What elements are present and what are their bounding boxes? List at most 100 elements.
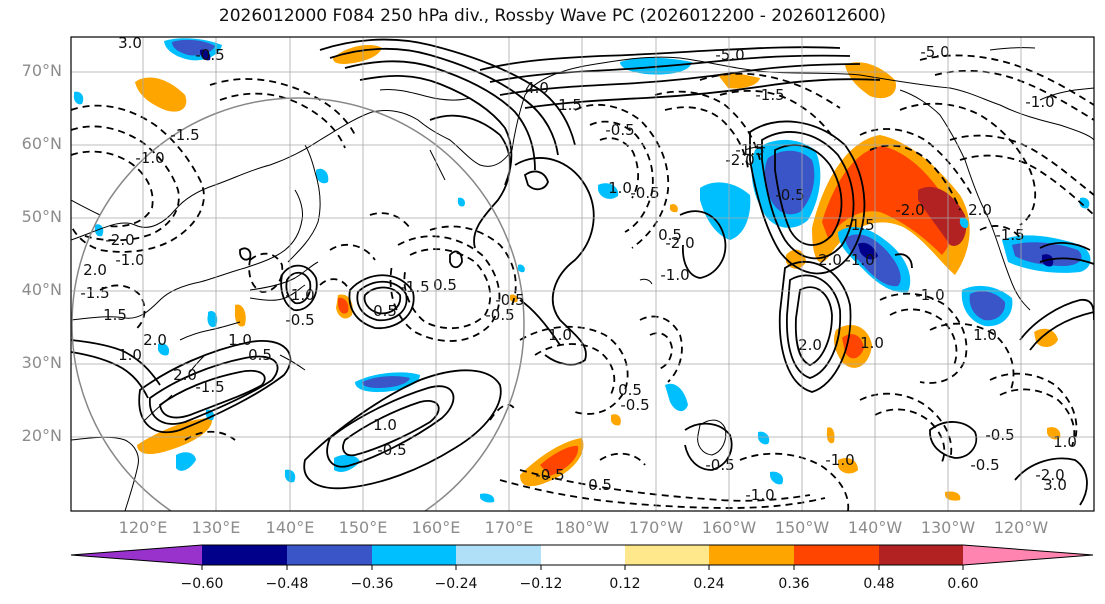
positive-contour — [929, 421, 978, 459]
negative-contour — [889, 308, 958, 366]
longitude-label: 130°W — [920, 518, 976, 537]
positive-contour — [71, 339, 161, 386]
positive-contour — [239, 247, 252, 261]
colorbar-swatch — [541, 545, 625, 565]
contour-value-label: -1.0 — [115, 251, 144, 269]
longitude-label: 170°W — [628, 518, 684, 537]
graticule — [71, 37, 1094, 511]
contour-value-label: 0.5 — [588, 476, 612, 494]
contour-value-label: 1.0 — [373, 416, 397, 434]
positive-contour — [1029, 311, 1094, 351]
longitude-label: 150°E — [338, 518, 388, 537]
positive-contour — [679, 210, 727, 279]
latitude-label: 50°N — [21, 207, 62, 226]
colorbar-tick-label: 0.48 — [863, 576, 895, 592]
negative-contour — [999, 388, 1076, 447]
contour-value-label: -0.5 — [705, 456, 734, 474]
contour-value-label: -1.5 — [845, 216, 874, 234]
contour-value-label: -0.5 — [377, 441, 406, 459]
contour-value-label: -0.5 — [605, 121, 634, 139]
contour-value-label: 1.0 — [228, 331, 252, 349]
negative-contour — [329, 243, 376, 261]
contour-value-label: -1.5 — [735, 141, 764, 159]
contour-value-label: 2.0 — [968, 201, 992, 219]
contour-value-label: -0.5 — [630, 184, 659, 202]
positive-contour — [303, 369, 502, 490]
colorbar-swatch — [625, 545, 709, 565]
positive-contour — [774, 144, 843, 246]
positive-contour — [138, 340, 292, 434]
contour-value-label: -0.5 — [620, 396, 649, 414]
negative-contour — [879, 292, 968, 384]
contour-value-label: -1.5 — [400, 278, 429, 296]
positive-contour — [359, 75, 513, 186]
colorbar-tick-label: −0.48 — [265, 576, 309, 592]
longitude-label: 160°E — [411, 518, 461, 537]
negative-contour — [959, 154, 1094, 216]
contour-value-label: -0.5 — [485, 306, 514, 324]
longitude-label: 180°W — [554, 518, 610, 537]
contour-value-label: -1.5 — [995, 226, 1024, 244]
colorbar-tick-label: 0.24 — [693, 576, 725, 592]
colorbar-tick-label: 0.36 — [778, 576, 810, 592]
longitude-label: 130°E — [191, 518, 241, 537]
contour-value-label: -1.0 — [660, 266, 689, 284]
positive-contour — [326, 385, 455, 468]
contour-value-label: -2.0 — [725, 151, 754, 169]
contour-value-label: 4.0 — [525, 79, 549, 97]
contour-value-label: -0.5 — [970, 456, 999, 474]
contour-value-label: 0.5 — [433, 276, 457, 294]
contour-value-label: -0.5 — [195, 46, 224, 64]
colorbar-tick-label: −0.24 — [434, 576, 478, 592]
negative-contour — [319, 278, 351, 293]
negative-contour — [369, 212, 411, 229]
colorbar-swatch — [202, 545, 287, 565]
colorbar-swatch — [709, 545, 794, 565]
positive-contour — [149, 355, 279, 425]
positive-contour — [1014, 457, 1088, 506]
negative-contour — [489, 403, 516, 421]
contour-value-label: -2.0 — [895, 201, 924, 219]
negative-contour — [949, 134, 1094, 196]
colorbar-swatch — [71, 545, 202, 565]
negative-contour — [699, 72, 841, 109]
positive-contour — [749, 120, 866, 275]
contour-value-label: 1.5 — [558, 96, 582, 114]
longitude-label: 150°W — [774, 518, 830, 537]
negative-contour — [719, 90, 836, 141]
latitude-label: 40°N — [21, 280, 62, 299]
negative-contour — [979, 225, 1023, 241]
contour-value-label: 2.0 — [818, 251, 842, 269]
contour-value-label: -1.0 — [845, 251, 874, 269]
negative-contour — [519, 325, 629, 415]
contour-value-label: -5.0 — [715, 46, 744, 64]
contour-value-label: -0.5 — [985, 426, 1014, 444]
positive-contour — [519, 299, 561, 346]
positive-contour — [280, 264, 318, 311]
positive-contour — [786, 274, 842, 379]
positive-contour — [285, 271, 312, 305]
negative-contour — [934, 69, 1094, 121]
longitude-label: 140°E — [265, 518, 315, 537]
negative-contour — [874, 408, 946, 463]
longitude-label: 140°W — [847, 518, 903, 537]
colorbar-tick-label: −0.12 — [519, 576, 563, 592]
colorbar-swatch — [456, 545, 541, 565]
negative-contour — [599, 137, 640, 199]
contour-value-label: -0.5 — [285, 311, 314, 329]
positive-contour — [159, 370, 266, 419]
longitude-label: 120°E — [118, 518, 168, 537]
negative-contour — [429, 225, 517, 306]
longitude-label: 120°W — [993, 518, 1049, 537]
positive-contour — [1039, 257, 1094, 265]
positive-contour — [894, 253, 913, 269]
contour-value-label: -1.0 — [745, 486, 774, 504]
positive-contour — [514, 157, 595, 366]
contour-value-label: -2.0 — [1035, 466, 1064, 484]
contour-value-label: 1.5 — [103, 306, 127, 324]
contour-value-label: -1.0 — [1025, 93, 1054, 111]
colorbar-tick-label: −0.60 — [180, 576, 224, 592]
negative-contour — [654, 90, 761, 161]
map-title: 2026012000 F084 250 hPa div., Rossby Wav… — [218, 6, 887, 26]
